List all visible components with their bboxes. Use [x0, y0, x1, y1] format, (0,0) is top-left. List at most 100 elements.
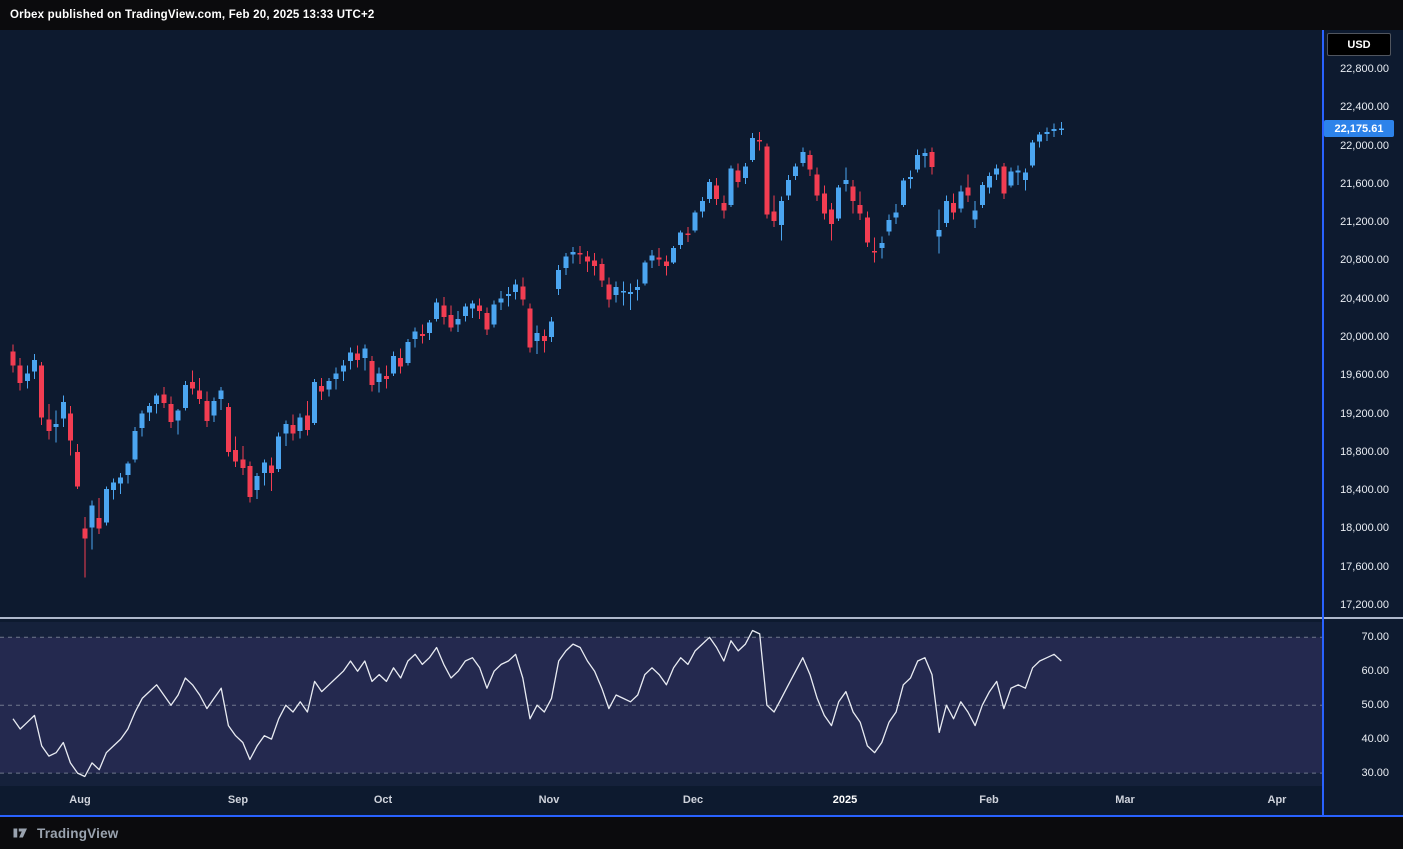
price-tick-label: 21,600.00 — [1340, 177, 1389, 191]
time-axis[interactable]: AugSepOctNovDec2025FebMarApr — [0, 788, 1322, 815]
candle-body — [729, 169, 734, 205]
candle-body — [894, 213, 899, 218]
candle-body — [764, 147, 769, 215]
candle-body — [908, 177, 913, 179]
candle-body — [420, 334, 425, 336]
candle-body — [334, 373, 339, 379]
candle-body — [283, 424, 288, 434]
candle-body — [255, 476, 260, 490]
candle-body — [305, 415, 310, 429]
candle-body — [326, 381, 331, 390]
candle-body — [585, 257, 590, 262]
candle-body — [779, 201, 784, 225]
chart-window: Orbex published on TradingView.com, Feb … — [0, 0, 1403, 849]
candle-body — [384, 376, 389, 379]
candle-body — [226, 407, 231, 452]
candle-body — [1030, 143, 1035, 166]
candle-body — [89, 505, 94, 527]
candle-body — [965, 188, 970, 196]
candle-body — [233, 450, 238, 461]
candle-body — [154, 395, 159, 404]
candle-body — [176, 411, 181, 421]
candle-body — [858, 205, 863, 214]
candle-body — [362, 348, 367, 358]
candle-body — [843, 180, 848, 184]
candle-body — [25, 373, 30, 381]
candle-body — [606, 284, 611, 299]
price-tick-label: 17,600.00 — [1340, 560, 1389, 574]
price-tick-label: 19,200.00 — [1340, 407, 1389, 421]
candle-body — [291, 425, 296, 434]
candle-body — [348, 352, 353, 361]
price-chart-canvas[interactable] — [0, 0, 1403, 849]
candle-body — [635, 287, 640, 290]
currency-toggle-button[interactable]: USD — [1327, 33, 1391, 56]
candle-body — [484, 313, 489, 329]
price-tick-label: 18,800.00 — [1340, 445, 1389, 459]
candle-body — [183, 385, 188, 408]
candle-body — [736, 170, 741, 181]
candle-body — [434, 303, 439, 319]
candle-body — [851, 187, 856, 201]
time-axis-month-label: Aug — [69, 794, 90, 806]
candle-body — [1023, 172, 1028, 180]
price-tick-label: 18,400.00 — [1340, 483, 1389, 497]
candle-body — [872, 251, 877, 253]
price-tick-label: 21,200.00 — [1340, 215, 1389, 229]
price-axis[interactable]: 22,800.0022,400.0022,000.0021,600.0021,2… — [1324, 30, 1403, 815]
candle-body — [535, 333, 540, 341]
candle-body — [786, 180, 791, 195]
candle-body — [980, 185, 985, 205]
candle-body — [571, 252, 576, 255]
candle-body — [678, 233, 683, 245]
price-tick-label: 20,400.00 — [1340, 292, 1389, 306]
candle-body — [1044, 132, 1049, 134]
rsi-tick-label: 70.00 — [1361, 630, 1389, 644]
candle-body — [470, 303, 475, 308]
price-tick-label: 20,000.00 — [1340, 330, 1389, 344]
candle-body — [204, 401, 209, 421]
pane-separator[interactable] — [0, 617, 1403, 619]
candle-body — [901, 180, 906, 204]
candle-body — [772, 212, 777, 222]
candle-body — [82, 528, 87, 538]
candle-body — [793, 167, 798, 177]
candle-body — [125, 463, 130, 474]
candle-body — [671, 248, 676, 262]
candle-body — [247, 466, 252, 497]
candle-body — [865, 217, 870, 242]
candle-body — [448, 315, 453, 327]
candle-body — [757, 140, 762, 142]
candle-body — [614, 287, 619, 295]
time-axis-month-label: Feb — [979, 794, 999, 806]
candle-body — [168, 404, 173, 422]
candle-body — [262, 462, 267, 473]
candle-body — [951, 203, 956, 213]
candle-body — [506, 294, 511, 296]
rsi-tick-label: 30.00 — [1361, 766, 1389, 780]
candle-body — [578, 253, 583, 255]
time-axis-month-label: Mar — [1115, 794, 1135, 806]
candle-body — [133, 431, 138, 460]
candle-body — [341, 366, 346, 372]
candle-body — [18, 366, 23, 383]
candle-body — [987, 176, 992, 187]
candle-body — [276, 437, 281, 470]
candle-body — [592, 260, 597, 266]
candle-body — [68, 414, 73, 441]
candle-body — [750, 138, 755, 160]
candle-body — [815, 174, 820, 195]
tradingview-brand-text[interactable]: TradingView — [37, 826, 118, 841]
publish-info-text: Orbex published on TradingView.com, Feb … — [10, 9, 374, 21]
time-axis-month-label: Dec — [683, 794, 703, 806]
price-tick-label: 19,600.00 — [1340, 368, 1389, 382]
candle-body — [642, 262, 647, 283]
price-tick-label: 22,800.00 — [1340, 62, 1389, 76]
time-axis-month-label: Sep — [228, 794, 248, 806]
candle-body — [527, 308, 532, 347]
price-tick-label: 20,800.00 — [1340, 253, 1389, 267]
tradingview-logo-link[interactable]: TradingView — [12, 824, 118, 842]
footer-bar: TradingView — [0, 817, 1403, 849]
candle-body — [693, 213, 698, 231]
candle-body — [212, 401, 217, 415]
